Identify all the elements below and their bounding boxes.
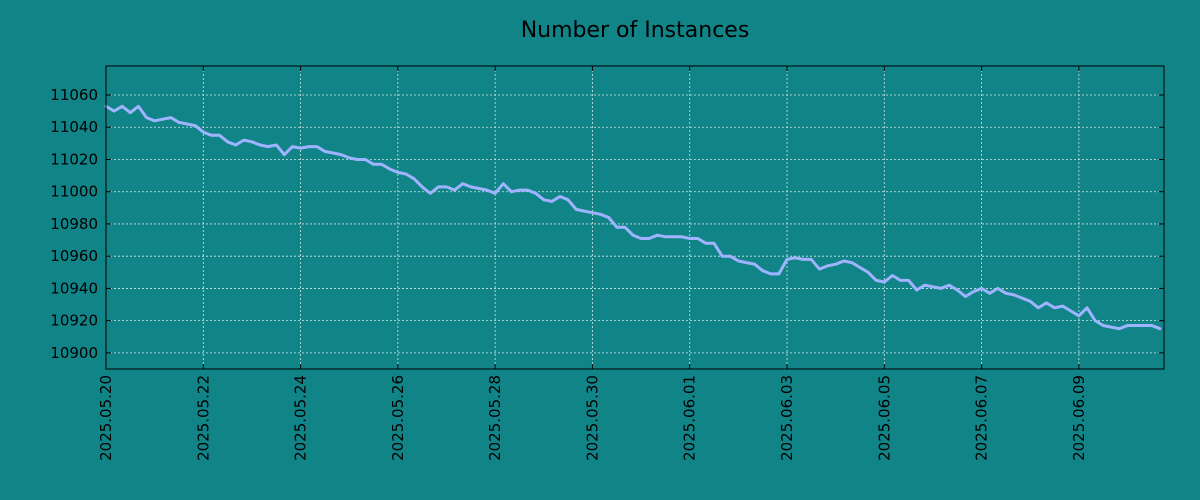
y-tick-label: 11000 <box>50 183 98 201</box>
chart-title: Number of Instances <box>521 18 750 43</box>
y-axis: 10900 10920 10940 10960 10980 11000 11020 11040… <box>50 86 1164 362</box>
x-tick-label: 2025.06.03 <box>778 375 796 461</box>
y-tick-label: 11060 <box>50 86 98 104</box>
x-tick-label: 2025.06.07 <box>973 375 991 461</box>
x-tick-label: 2025.05.20 <box>97 375 115 461</box>
plot-frame <box>105 65 1165 370</box>
x-tick-label: 2025.05.26 <box>389 375 407 461</box>
y-tick-label: 10980 <box>50 215 98 233</box>
y-tick-label: 10960 <box>50 247 98 265</box>
y-tick-label: 10900 <box>50 344 98 362</box>
x-tick-label: 2025.06.05 <box>875 375 893 461</box>
x-tick-label: 2025.05.30 <box>583 375 601 461</box>
x-tick-label: 2025.05.22 <box>194 375 212 461</box>
x-tick-label: 2025.06.09 <box>1070 375 1088 461</box>
grid-lines <box>105 66 1164 369</box>
x-tick-label: 2025.06.01 <box>681 375 699 461</box>
y-tick-label: 11040 <box>50 118 98 136</box>
series-group <box>104 104 1162 331</box>
x-axis: 2025.05.20 2025.05.22 2025.05.24 2025.05.26… <box>97 66 1088 461</box>
y-tick-label: 10920 <box>50 312 98 330</box>
series-line <box>104 104 1162 331</box>
y-tick-label: 11020 <box>50 150 98 168</box>
y-tick-label: 10940 <box>50 279 98 297</box>
x-tick-label: 2025.05.28 <box>486 375 504 461</box>
x-tick-label: 2025.05.24 <box>292 375 310 461</box>
